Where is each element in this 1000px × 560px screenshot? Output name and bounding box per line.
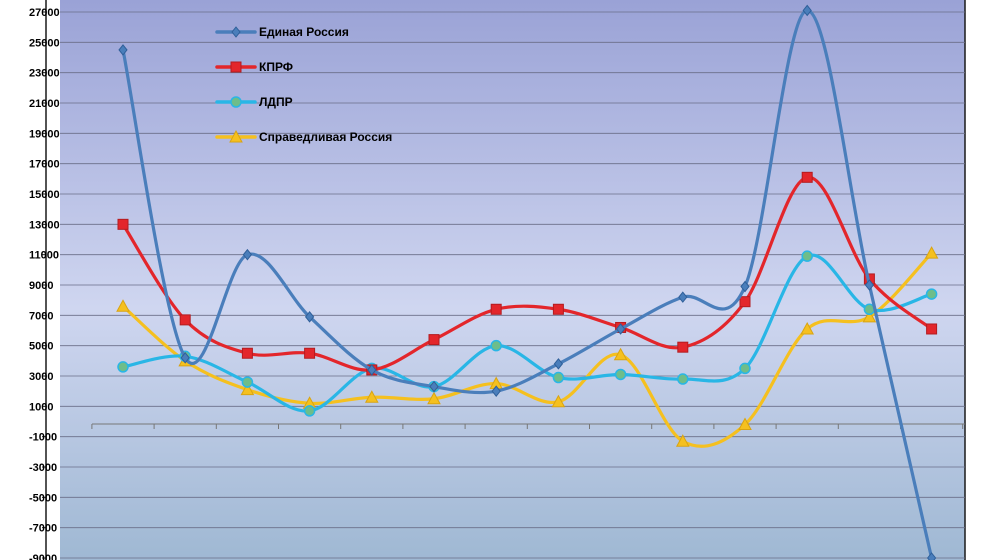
y-axis: 27000 25000 23000 21000 19000 17000 15000 13000… — [29, 7, 60, 560]
y-tick-label: -5000 — [29, 492, 57, 504]
data-point — [490, 303, 502, 315]
data-point — [304, 311, 315, 323]
legend-label: ЛДПР — [259, 95, 293, 109]
data-point — [801, 250, 813, 262]
y-tick-label: 5000 — [29, 341, 53, 353]
data-point — [491, 385, 501, 397]
data-point — [242, 248, 253, 261]
data-point — [926, 323, 938, 335]
data-point — [551, 394, 566, 408]
y-tick-label: 11000 — [29, 250, 59, 262]
y-tick-label: -3000 — [29, 462, 57, 474]
data-point — [428, 334, 440, 346]
data-point — [739, 296, 751, 308]
data-point — [367, 364, 377, 376]
data-point — [926, 552, 937, 560]
series-lines — [116, 4, 939, 560]
series-3 — [117, 250, 938, 417]
data-point — [429, 380, 439, 393]
data-point — [427, 391, 441, 405]
legend-marker — [231, 26, 241, 38]
y-tick-label: 27000 — [29, 7, 60, 19]
data-point — [802, 4, 812, 17]
y-tick-label: 23000 — [29, 68, 60, 80]
data-point — [180, 351, 190, 364]
data-point — [613, 347, 628, 361]
data-point — [117, 361, 129, 373]
data-point — [552, 303, 564, 315]
legend-label: Единая Россия — [259, 25, 349, 39]
data-point — [615, 323, 626, 335]
data-point — [552, 371, 565, 384]
data-point — [740, 280, 750, 293]
data-point — [303, 405, 316, 417]
data-point — [801, 171, 813, 183]
y-tick-label: -9000 — [29, 553, 57, 560]
data-point — [179, 314, 191, 326]
legend-label: КПРФ — [259, 60, 293, 74]
legend-marker — [230, 96, 242, 108]
data-point — [678, 291, 688, 303]
data-point — [614, 368, 627, 381]
data-point — [117, 218, 129, 230]
data-point — [800, 321, 815, 335]
y-tick-label: 21000 — [29, 98, 60, 110]
legend-entry: Единая Россия — [215, 25, 349, 39]
y-tick-label: 15000 — [29, 189, 60, 201]
data-point — [862, 309, 877, 323]
legend-label: Справедливая Россия — [259, 130, 392, 144]
data-point — [118, 44, 128, 56]
data-point — [116, 299, 130, 312]
y-tick-label: 19000 — [29, 128, 60, 140]
y-tick-label: 25000 — [29, 37, 60, 49]
legend-marker — [230, 61, 242, 73]
y-tick-label: 13000 — [29, 219, 60, 231]
y-tick-label: -7000 — [29, 523, 57, 535]
data-point — [241, 347, 253, 359]
y-tick-label: -1000 — [29, 432, 57, 444]
legend: Единая Россия КПРФ ЛДПР Справедливая Россия — [215, 25, 392, 144]
data-point — [553, 358, 564, 370]
legend-entry: КПРФ — [215, 60, 293, 74]
legend-entry: Справедливая Россия — [215, 129, 392, 144]
data-point — [490, 339, 502, 352]
data-point — [675, 434, 690, 447]
data-point — [925, 288, 938, 300]
y-tick-label: 1000 — [29, 401, 53, 413]
y-tick-label: 17000 — [29, 159, 60, 171]
data-point — [677, 341, 689, 353]
data-point — [864, 279, 875, 291]
data-point — [738, 417, 752, 431]
legend-marker — [229, 129, 243, 143]
y-tick-label: 9000 — [29, 280, 53, 292]
legend-entry: ЛДПР — [215, 95, 293, 109]
data-point — [240, 382, 255, 396]
data-point — [364, 390, 379, 403]
series-1 — [118, 4, 937, 560]
y-tick-label: 7000 — [29, 310, 53, 322]
axis-label-strip — [22, 0, 60, 560]
series-4 — [116, 246, 939, 448]
plot-background — [60, 0, 965, 560]
data-point — [241, 376, 254, 388]
data-point — [739, 362, 751, 375]
y-tick-label: 3000 — [29, 371, 53, 383]
data-point — [677, 373, 689, 385]
data-point — [304, 347, 316, 359]
data-point — [924, 246, 939, 259]
